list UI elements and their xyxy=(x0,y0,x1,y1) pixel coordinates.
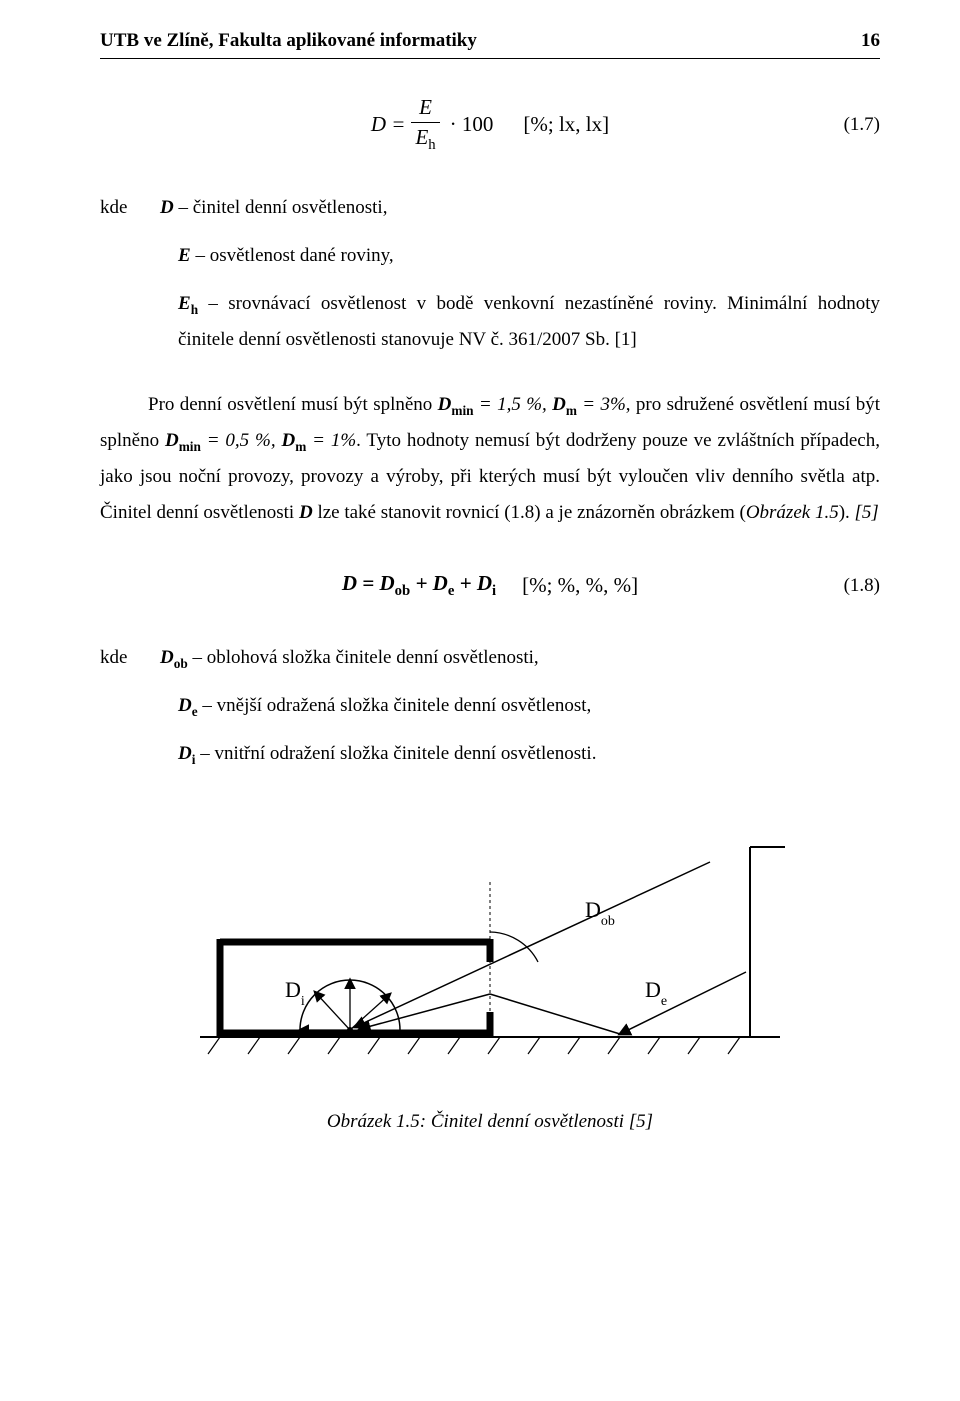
p1p: D xyxy=(299,502,313,523)
equation-1-7: D = E Eh · 100 [%; lx, lx] (1.7) xyxy=(100,95,880,154)
eq1-lhs: D = xyxy=(371,112,406,137)
header-title: UTB ve Zlíně, Fakulta aplikované informa… xyxy=(100,30,477,52)
p1r: Obrázek 1.5 xyxy=(746,502,839,523)
p1c: min xyxy=(451,402,473,417)
eq1-den-sub: h xyxy=(428,137,435,153)
p1k: = 0,5 %, xyxy=(201,430,282,451)
eq2-body: D = Dob + De + Di xyxy=(342,571,496,600)
svg-text:Di: Di xyxy=(285,977,305,1009)
p1a: Pro denní osvětlení musí být splněno xyxy=(148,394,438,415)
eq1-mult: · 100 xyxy=(450,112,494,137)
eq2-a: D = D xyxy=(342,571,395,595)
header-page-number: 16 xyxy=(861,30,880,52)
fig-label-De: D xyxy=(645,977,661,1002)
eq1-number: (1.7) xyxy=(844,114,880,136)
equation-1-8: D = Dob + De + Di [%; %, %, %] (1.8) xyxy=(100,571,880,600)
figure-1-5: Di Dob De Obrázek 1.5: Činitel denní osv… xyxy=(100,822,880,1133)
definition-E: E – osvětlenost dané roviny, xyxy=(100,238,880,274)
eq2-number: (1.8) xyxy=(844,575,880,597)
p1l: D xyxy=(281,430,295,451)
svg-text:Dob: Dob xyxy=(585,897,615,929)
p1q: lze také stanovit rovnicí (1.8) a je zná… xyxy=(313,502,746,523)
def2-text: – osvětlenost dané roviny, xyxy=(191,245,394,266)
def5-sym-base: D xyxy=(178,695,192,716)
p1d: = 1,5 %, xyxy=(474,394,553,415)
p1m: m xyxy=(295,438,306,453)
p1f: m xyxy=(566,402,577,417)
fig-label-Di: D xyxy=(285,977,301,1002)
fig-label-Dob: D xyxy=(585,897,601,922)
def3-sym-sub: h xyxy=(191,302,198,317)
p1j: min xyxy=(179,438,201,453)
p1t: [5] xyxy=(855,502,879,523)
svg-text:De: De xyxy=(645,977,667,1009)
def1-text: – činitel denní osvětlenosti, xyxy=(174,197,388,218)
def1-sym: D xyxy=(160,197,174,218)
definition-D: kdeD – činitel denní osvětlenosti, xyxy=(100,190,880,226)
fig-label-Di-sub: i xyxy=(301,994,305,1009)
def6-sym-base: D xyxy=(178,743,192,764)
eq1-units: [%; lx, lx] xyxy=(523,112,609,137)
page: UTB ve Zlíně, Fakulta aplikované informa… xyxy=(0,0,960,1401)
p1n: = 1% xyxy=(306,430,356,451)
eq2-s3: i xyxy=(492,583,496,599)
eq1-fraction: E Eh xyxy=(411,95,439,154)
def6-text: – vnitřní odražení složka činitele denní… xyxy=(195,743,596,764)
eq2-s1: ob xyxy=(395,583,411,599)
def4-text: – oblohová složka činitele denní osvětle… xyxy=(188,647,539,668)
definition-Dob: kdeDob – oblohová složka činitele denní … xyxy=(100,640,880,676)
definition-De: De – vnější odražená složka činitele den… xyxy=(100,688,880,724)
p1g: = 3% xyxy=(577,394,626,415)
def2-sym: E xyxy=(178,245,191,266)
eq1-denominator: Eh xyxy=(411,122,439,154)
page-header: UTB ve Zlíně, Fakulta aplikované informa… xyxy=(100,0,880,59)
definition-Di: Di – vnitřní odražení složka činitele de… xyxy=(100,736,880,772)
def4-sym-base: D xyxy=(160,647,174,668)
figure-caption: Obrázek 1.5: Činitel denní osvětlenosti … xyxy=(100,1111,880,1133)
eq2-c: + D xyxy=(454,571,492,595)
eq1-den-base: E xyxy=(415,125,428,149)
p1s: ). xyxy=(839,502,855,523)
kde-label-2: kde xyxy=(100,640,160,676)
def3-text: – srovnávací osvětlenost v bodě venkovní… xyxy=(178,293,880,350)
p1i: D xyxy=(165,430,179,451)
kde-label: kde xyxy=(100,190,160,226)
paragraph-main: Pro denní osvětlení musí být splněno Dmi… xyxy=(100,387,880,531)
fig-label-De-sub: e xyxy=(661,994,667,1009)
def3-sym-base: E xyxy=(178,293,191,314)
def5-text: – vnější odražená složka činitele denní … xyxy=(198,695,592,716)
figure-svg: Di Dob De xyxy=(190,822,790,1082)
eq2-units: [%; %, %, %] xyxy=(522,573,638,598)
p1e: D xyxy=(552,394,566,415)
eq2-b: + D xyxy=(410,571,448,595)
definition-Eh: Eh – srovnávací osvětlenost v bodě venko… xyxy=(100,286,880,358)
def4-sym-sub: ob xyxy=(174,656,188,671)
p1b: D xyxy=(438,394,452,415)
eq1-numerator: E xyxy=(415,95,436,122)
fig-label-Dob-sub: ob xyxy=(601,914,615,929)
